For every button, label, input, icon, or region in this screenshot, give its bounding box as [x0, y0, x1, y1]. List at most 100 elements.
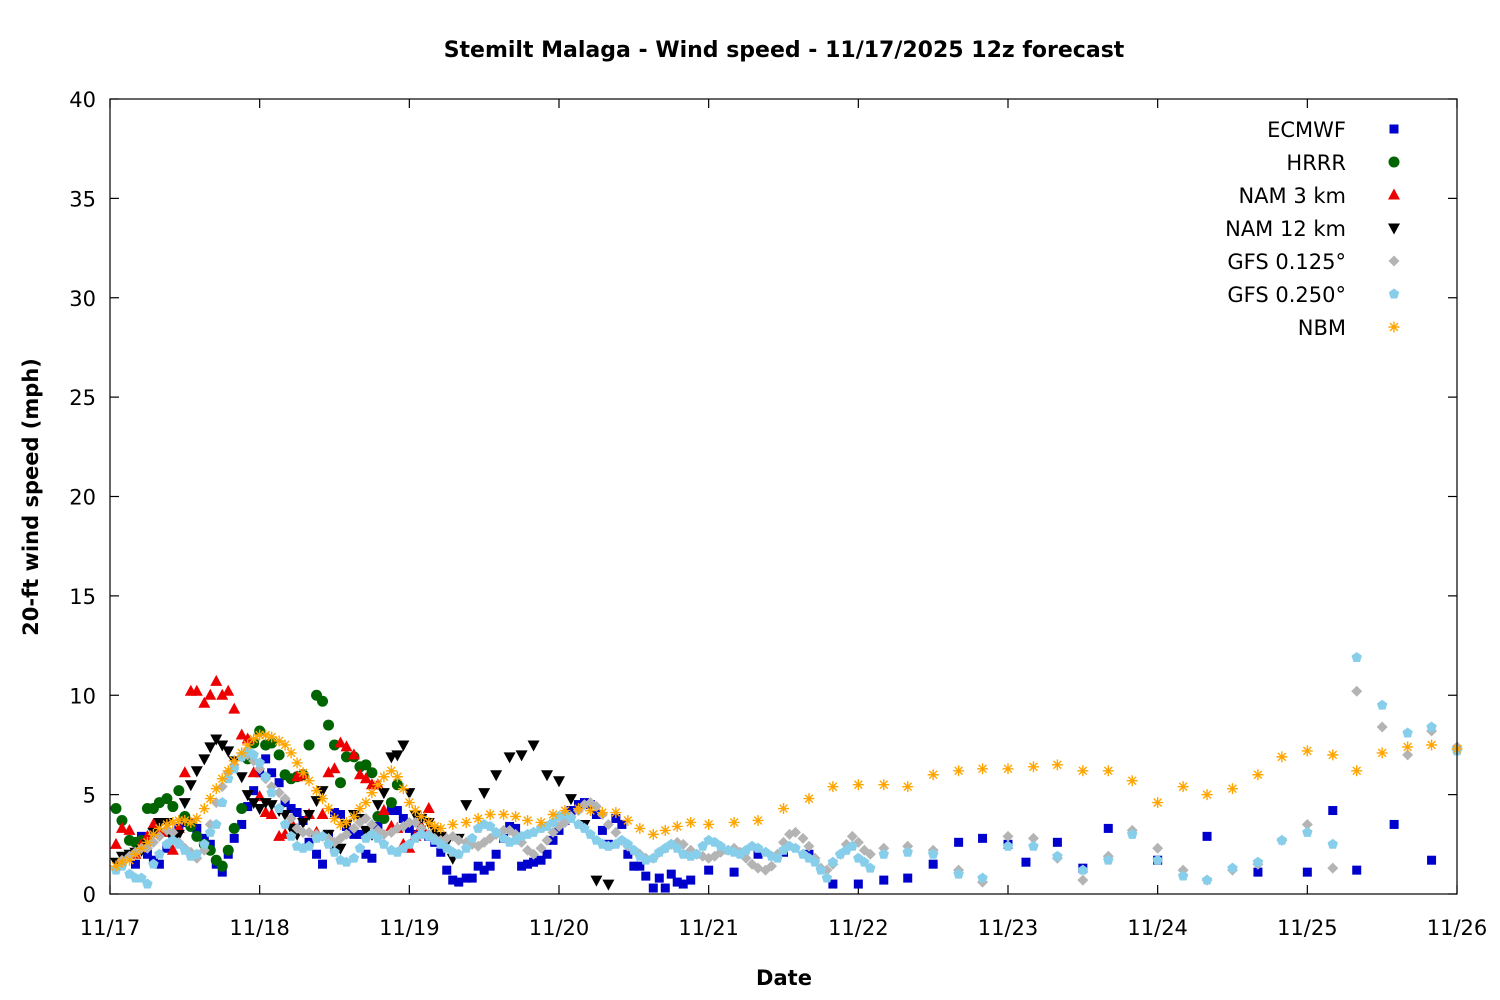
data-point: [216, 773, 228, 785]
data-point: [360, 797, 372, 809]
data-point: [204, 742, 217, 754]
legend-label: GFS 0.125°: [1227, 250, 1346, 274]
data-point: [436, 847, 446, 857]
data-point: [254, 757, 265, 768]
data-point: [366, 818, 378, 830]
data-point: [541, 834, 553, 846]
data-point: [671, 820, 683, 832]
data-point: [1152, 854, 1163, 865]
data-point: [330, 808, 339, 818]
data-point: [541, 770, 554, 782]
data-point: [116, 814, 128, 826]
data-point: [361, 849, 371, 859]
y-tick-label: 15: [69, 585, 96, 609]
data-point: [372, 832, 384, 843]
data-point: [366, 767, 378, 779]
data-point: [536, 855, 546, 865]
data-point: [334, 736, 347, 748]
data-point: [728, 816, 740, 828]
data-point: [154, 848, 165, 859]
x-axis-label: Date: [756, 966, 812, 990]
data-point: [659, 824, 671, 836]
data-point: [953, 868, 964, 879]
data-point: [715, 840, 726, 851]
data-point: [216, 740, 229, 752]
data-point: [349, 829, 359, 839]
data-point: [1103, 854, 1114, 865]
data-point: [789, 826, 801, 838]
data-point: [249, 786, 259, 796]
data-point: [515, 750, 528, 762]
data-point: [173, 785, 185, 797]
x-tick-label: 11/21: [678, 916, 739, 940]
legend: ECMWF HRRR NAM 3 km NAM 12 km GFS 0.125° GFS …: [1225, 118, 1400, 340]
data-point: [191, 812, 203, 824]
data-point: [403, 816, 415, 828]
data-point: [484, 809, 496, 820]
data-point: [323, 719, 335, 731]
data-point: [210, 734, 223, 746]
data-point: [828, 879, 838, 889]
data-point: [528, 826, 539, 837]
data-point: [597, 825, 607, 835]
data-point: [317, 793, 329, 805]
x-tick-label: 11/18: [229, 916, 290, 940]
data-point: [391, 771, 403, 783]
data-point: [585, 828, 596, 839]
data-point: [691, 848, 702, 859]
data-point: [1301, 818, 1313, 830]
data-point: [1027, 761, 1039, 773]
data-point: [292, 808, 302, 818]
data-point: [610, 807, 622, 819]
data-point: [448, 875, 458, 885]
data-point: [522, 814, 534, 826]
data-point: [323, 803, 335, 815]
data-point: [622, 838, 634, 849]
data-point: [527, 740, 540, 752]
data-point: [853, 879, 863, 889]
data-point: [498, 809, 510, 820]
data-point: [316, 808, 329, 819]
data-point: [360, 759, 372, 771]
data-point: [423, 816, 435, 828]
data-point: [510, 810, 522, 822]
data-point: [766, 860, 778, 872]
data-point: [274, 778, 284, 788]
data-point: [491, 849, 501, 859]
data-point: [317, 830, 328, 841]
data-point: [1253, 867, 1263, 877]
data-point: [628, 844, 640, 855]
data-point: [466, 832, 478, 843]
data-point: [142, 878, 153, 889]
legend-label: NAM 12 km: [1225, 217, 1346, 241]
data-point: [635, 861, 645, 871]
data-point: [409, 805, 421, 817]
data-point: [222, 684, 235, 696]
data-point: [778, 803, 789, 815]
data-point: [205, 826, 216, 837]
data-point: [977, 872, 988, 883]
data-point: [1202, 831, 1212, 841]
data-point: [260, 771, 271, 782]
y-tick-label: 30: [69, 287, 96, 311]
data-point: [340, 816, 352, 828]
data-point: [1302, 826, 1313, 837]
data-point: [629, 861, 639, 871]
data-point: [846, 830, 858, 842]
data-point: [1002, 830, 1014, 842]
data-point: [297, 817, 310, 829]
data-point: [291, 757, 303, 769]
y-tick-label: 10: [69, 684, 96, 708]
data-point: [803, 840, 815, 852]
data-point: [954, 837, 964, 847]
data-point: [153, 822, 165, 834]
data-point: [790, 842, 801, 853]
data-point: [1328, 806, 1338, 816]
data-point: [210, 674, 223, 686]
data-point: [752, 842, 764, 853]
data-point: [348, 822, 360, 834]
data-point: [191, 848, 203, 859]
data-point: [548, 835, 558, 845]
data-point: [1426, 739, 1438, 751]
